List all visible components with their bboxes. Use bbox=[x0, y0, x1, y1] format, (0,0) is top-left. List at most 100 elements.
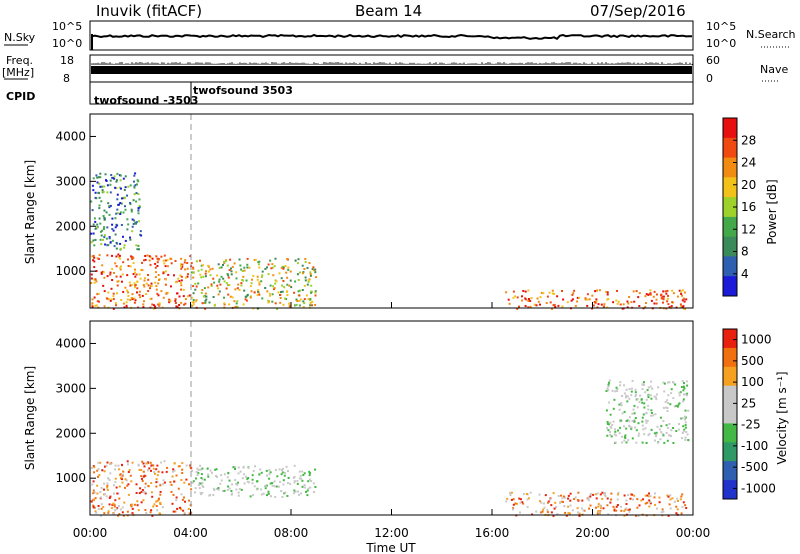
cell bbox=[128, 469, 131, 471]
cell bbox=[97, 461, 100, 464]
cell bbox=[591, 294, 594, 297]
cell bbox=[273, 480, 276, 483]
cell bbox=[136, 504, 139, 507]
cell bbox=[109, 495, 112, 498]
cell bbox=[680, 495, 683, 498]
cell bbox=[666, 399, 669, 402]
cell bbox=[174, 260, 177, 262]
cell bbox=[227, 284, 230, 287]
cell bbox=[131, 218, 134, 221]
cell bbox=[180, 257, 183, 260]
cell bbox=[312, 266, 315, 269]
cell bbox=[98, 204, 101, 207]
cell bbox=[682, 430, 685, 433]
cell bbox=[309, 472, 311, 475]
cell bbox=[122, 211, 125, 214]
cell bbox=[152, 505, 155, 508]
cell bbox=[226, 476, 229, 479]
cell bbox=[525, 493, 528, 495]
cell bbox=[122, 290, 125, 293]
cell bbox=[641, 420, 644, 423]
cell bbox=[141, 294, 144, 297]
cell bbox=[115, 304, 117, 307]
cell bbox=[549, 498, 552, 501]
cell bbox=[598, 511, 601, 514]
cell bbox=[650, 299, 653, 302]
cell bbox=[680, 292, 683, 295]
cell bbox=[687, 409, 690, 412]
velocity-ylabel: Slant Range [km] bbox=[23, 366, 37, 470]
cell bbox=[289, 482, 292, 485]
cell bbox=[157, 498, 160, 501]
cell bbox=[100, 200, 103, 203]
cell bbox=[123, 306, 126, 309]
cell bbox=[542, 508, 545, 511]
cell bbox=[244, 295, 247, 298]
cell bbox=[616, 290, 618, 292]
cell bbox=[505, 500, 508, 503]
cell bbox=[237, 466, 240, 469]
cell bbox=[99, 461, 102, 464]
cell bbox=[123, 246, 126, 249]
cell bbox=[164, 265, 167, 268]
cell bbox=[107, 244, 110, 246]
cell bbox=[286, 290, 288, 293]
cell bbox=[574, 496, 577, 499]
cell bbox=[103, 290, 106, 293]
cell bbox=[124, 286, 127, 289]
cell bbox=[219, 482, 222, 485]
cell bbox=[119, 267, 122, 269]
cell bbox=[221, 490, 224, 493]
cell bbox=[669, 498, 672, 501]
cell bbox=[274, 495, 277, 498]
cell bbox=[133, 271, 136, 274]
colorbar-segment bbox=[723, 118, 737, 139]
cell bbox=[667, 402, 670, 404]
cell bbox=[655, 433, 658, 436]
cell bbox=[155, 468, 158, 471]
cell bbox=[623, 510, 626, 513]
cell bbox=[159, 484, 162, 487]
cell bbox=[111, 228, 114, 230]
cell bbox=[666, 300, 669, 303]
cell bbox=[606, 387, 609, 390]
cell bbox=[134, 284, 137, 287]
cell bbox=[125, 479, 128, 482]
cell bbox=[680, 290, 683, 293]
cell bbox=[648, 293, 651, 295]
cell bbox=[93, 499, 96, 502]
x-tick-label: 12:00 bbox=[374, 526, 409, 540]
cell bbox=[96, 469, 99, 472]
cell bbox=[670, 305, 673, 308]
cell bbox=[623, 435, 626, 438]
cell bbox=[624, 437, 627, 439]
cell bbox=[103, 185, 106, 188]
cell bbox=[519, 501, 522, 504]
cell bbox=[140, 469, 143, 472]
cell bbox=[189, 466, 192, 469]
cell bbox=[612, 301, 615, 304]
cell bbox=[637, 514, 640, 517]
cell bbox=[115, 508, 118, 511]
cell bbox=[105, 211, 108, 214]
cell bbox=[136, 280, 139, 283]
cell bbox=[683, 393, 685, 396]
cell bbox=[661, 433, 664, 435]
cell bbox=[607, 389, 610, 392]
cell bbox=[666, 289, 669, 292]
nsearch-tick-bottom: 10^0 bbox=[706, 37, 736, 50]
cell bbox=[127, 483, 130, 486]
cell bbox=[613, 509, 616, 512]
cell bbox=[547, 500, 550, 503]
cell bbox=[118, 256, 121, 259]
cell bbox=[180, 279, 183, 282]
cell bbox=[141, 460, 144, 463]
cell bbox=[170, 490, 173, 493]
cell bbox=[646, 389, 649, 392]
cell bbox=[535, 510, 538, 513]
cell bbox=[186, 262, 189, 264]
cell bbox=[217, 488, 220, 491]
cell bbox=[195, 285, 198, 288]
cell bbox=[199, 491, 202, 494]
cell bbox=[304, 279, 307, 282]
